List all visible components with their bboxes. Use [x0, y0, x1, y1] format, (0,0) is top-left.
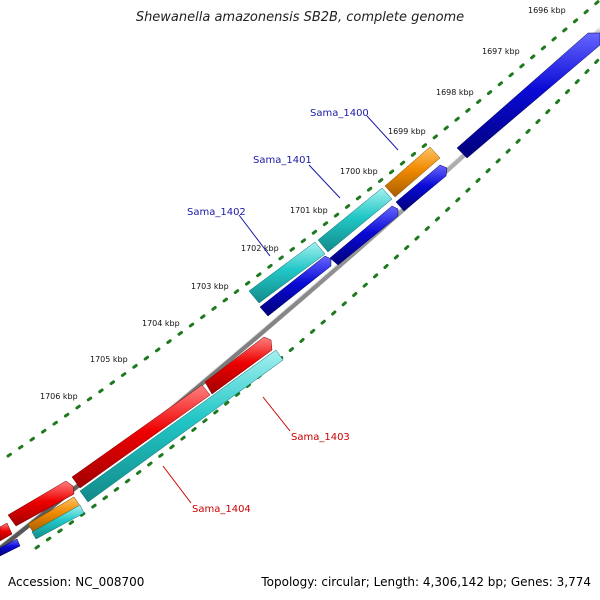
gene-label-sama-1404[interactable]: Sama_1404: [192, 504, 251, 515]
inner-scale-track: [34, 56, 600, 550]
feature-sama-1400[interactable]: [384, 146, 441, 198]
map-title: Shewanella amazonensis SB2B, complete ge…: [135, 10, 465, 25]
feature-blue-arrow-3[interactable]: [259, 255, 332, 317]
gene-label-sama-1402[interactable]: Sama_1402: [187, 207, 246, 218]
callout-line-sama-1400: [366, 115, 399, 151]
feature-red-segment-d[interactable]: [0, 522, 13, 542]
gene-label-sama-1400[interactable]: Sama_1400: [310, 108, 369, 119]
feature-blue-lower-edge[interactable]: [0, 538, 21, 557]
scale-label: 1696 kbp: [528, 6, 566, 15]
scale-label: 1706 kbp: [40, 392, 78, 401]
feature-cyan-lower[interactable]: [31, 504, 85, 540]
callout-line-sama-1402: [238, 214, 271, 257]
feature-sama-1401[interactable]: [317, 187, 393, 253]
scale-label: 1702 kbp: [241, 244, 279, 253]
scale-label: 1697 kbp: [482, 47, 520, 56]
accession-text: Accession: NC_008700: [8, 575, 145, 589]
gene-label-sama-1401[interactable]: Sama_1401: [253, 155, 312, 166]
feature-sama-1402[interactable]: [248, 241, 326, 304]
feature-blue-1696-1698[interactable]: [456, 32, 600, 159]
scale-label: 1701 kbp: [290, 206, 328, 215]
feature-sama-1403-red-segment-a[interactable]: [204, 336, 273, 395]
outer-scale-track: [6, 0, 600, 458]
gene-label-sama-1403[interactable]: Sama_1403: [291, 432, 350, 443]
genome-stats-text: Topology: circular; Length: 4,306,142 bp…: [261, 575, 591, 589]
callout-line-sama-1403: [262, 396, 291, 432]
feature-red-segment-c[interactable]: [7, 480, 75, 527]
scale-label: 1703 kbp: [191, 282, 229, 291]
scale-label: 1700 kbp: [340, 167, 378, 176]
feature-blue-arrow-2[interactable]: [329, 205, 399, 266]
feature-sama-1403-red-segment-b[interactable]: [71, 384, 211, 489]
feature-blue-arrow-1[interactable]: [395, 164, 448, 212]
scale-label: 1698 kbp: [436, 88, 474, 97]
callout-line-sama-1401: [308, 164, 341, 199]
scale-label: 1699 kbp: [388, 127, 426, 136]
scale-label: 1704 kbp: [142, 319, 180, 328]
feature-sama-1404-cyan[interactable]: [79, 349, 284, 503]
callout-line-sama-1404: [162, 465, 192, 504]
scale-label: 1705 kbp: [90, 355, 128, 364]
